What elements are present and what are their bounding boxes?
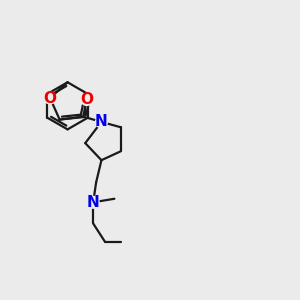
Text: N: N <box>87 195 100 210</box>
Text: O: O <box>44 91 57 106</box>
Circle shape <box>44 92 56 104</box>
Text: N: N <box>95 114 108 129</box>
Circle shape <box>81 94 93 105</box>
Circle shape <box>87 196 99 208</box>
Text: O: O <box>80 92 93 107</box>
Circle shape <box>96 116 107 128</box>
